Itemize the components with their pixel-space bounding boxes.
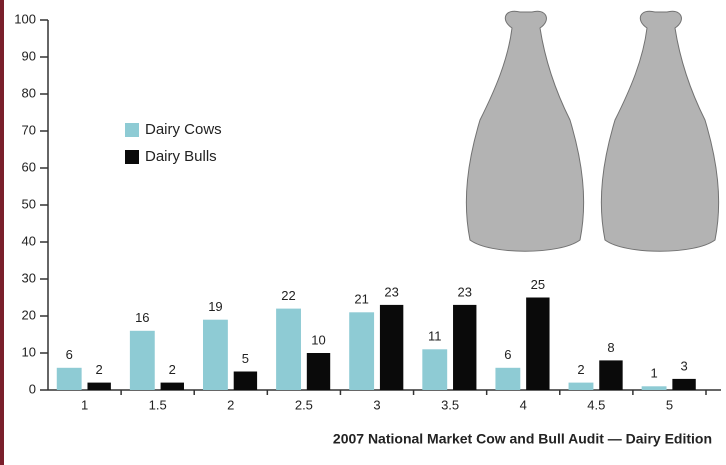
y-tick-label: 60 [22, 159, 36, 174]
x-tick-label: 3.5 [441, 397, 459, 412]
value-label: 16 [135, 310, 149, 325]
value-label: 3 [680, 358, 687, 373]
value-label: 22 [281, 288, 295, 303]
bar [276, 308, 301, 390]
y-tick-label: 40 [22, 233, 36, 248]
value-label: 19 [208, 299, 222, 314]
legend-swatch [125, 150, 139, 164]
bar [422, 349, 448, 390]
x-tick-label: 5 [666, 397, 673, 412]
value-label: 11 [428, 329, 442, 344]
bar [233, 371, 258, 390]
y-tick-label: 70 [22, 122, 36, 137]
bar [160, 382, 184, 390]
bar [379, 304, 404, 390]
bar [129, 330, 155, 390]
legend-swatch [125, 123, 139, 137]
value-label: 25 [531, 277, 545, 292]
y-tick-label: 10 [22, 344, 36, 359]
legend-label: Dairy Cows [145, 121, 222, 138]
x-tick-label: 2 [227, 397, 234, 412]
y-tick-label: 0 [29, 381, 36, 396]
bar [87, 382, 111, 390]
bar [526, 297, 550, 390]
x-tick-label: 4 [520, 397, 527, 412]
value-label: 23 [457, 284, 471, 299]
value-label: 8 [607, 340, 614, 355]
bar [568, 382, 594, 390]
value-label: 1 [650, 366, 657, 381]
value-label: 10 [311, 332, 325, 347]
bar [599, 360, 623, 390]
value-label: 2 [96, 362, 103, 377]
y-tick-label: 30 [22, 270, 36, 285]
value-label: 21 [354, 292, 368, 307]
left-border [0, 0, 4, 465]
value-label: 5 [242, 351, 249, 366]
bar [349, 312, 375, 390]
value-label: 6 [504, 347, 511, 362]
value-label: 23 [384, 284, 398, 299]
bar [672, 378, 696, 390]
y-tick-label: 50 [22, 196, 36, 211]
bar [306, 353, 331, 390]
value-label: 2 [577, 362, 584, 377]
y-tick-label: 100 [14, 11, 36, 26]
x-tick-label: 4.5 [587, 397, 605, 412]
x-tick-label: 3 [373, 397, 380, 412]
value-label: 2 [169, 362, 176, 377]
x-tick-label: 2.5 [295, 397, 313, 412]
bar [453, 304, 477, 390]
bar [641, 386, 667, 390]
y-tick-label: 20 [22, 307, 36, 322]
cow-illustration [465, 10, 720, 252]
bar [202, 319, 228, 390]
y-tick-label: 90 [22, 48, 36, 63]
legend-label: Dairy Bulls [145, 148, 217, 165]
x-tick-label: 1 [81, 397, 88, 412]
value-label: 6 [66, 347, 73, 362]
y-tick-label: 80 [22, 85, 36, 100]
bar [495, 367, 521, 390]
x-tick-label: 1.5 [149, 397, 167, 412]
chart-caption: 2007 National Market Cow and Bull Audit … [333, 431, 712, 447]
bar [56, 367, 82, 390]
